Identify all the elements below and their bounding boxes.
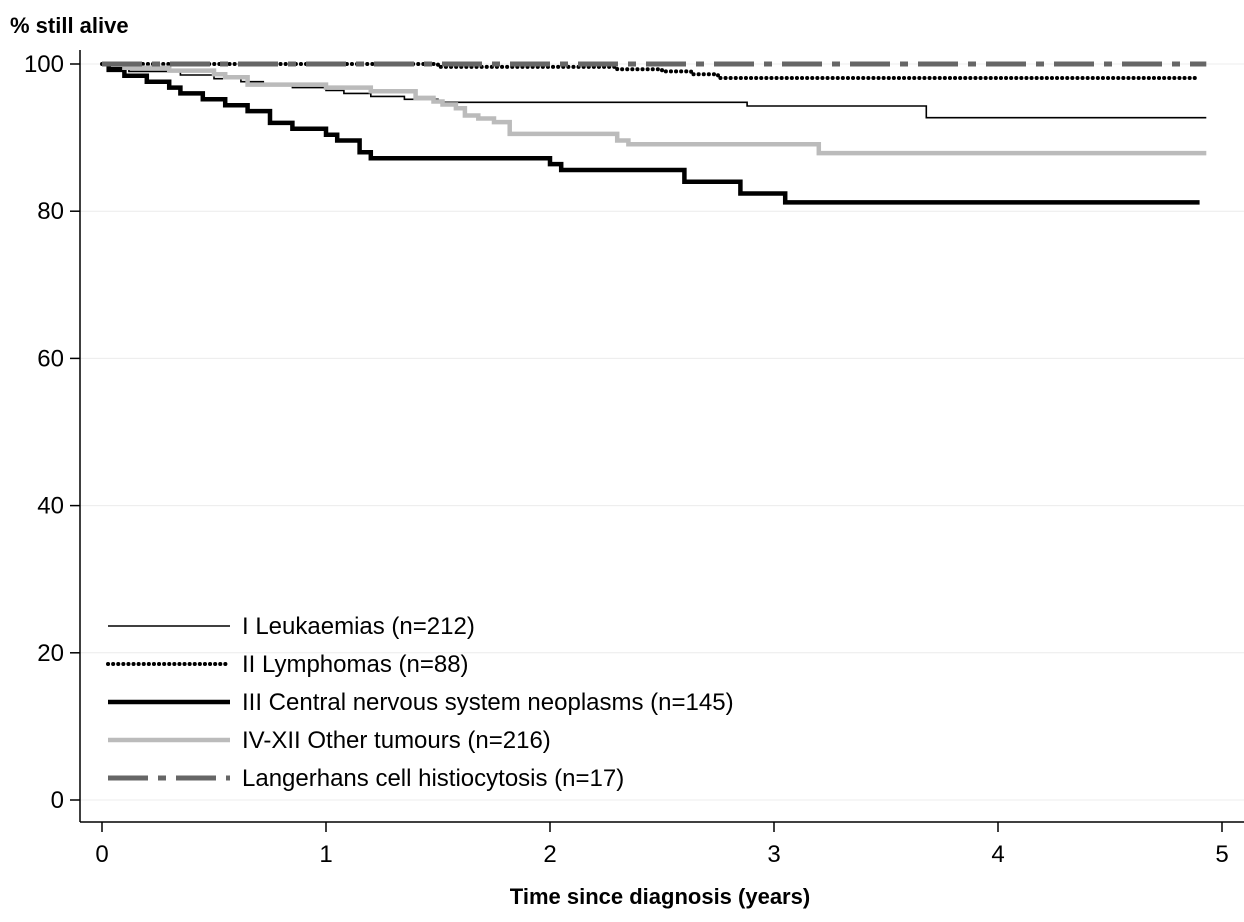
y-tick-label: 60 bbox=[37, 345, 64, 372]
legend: I Leukaemias (n=212) II Lymphomas (n=88) I… bbox=[106, 613, 734, 792]
y-tick-label: 40 bbox=[37, 493, 64, 520]
x-tick-label: 5 bbox=[1215, 841, 1228, 868]
x-tick-label: 1 bbox=[319, 841, 332, 868]
series-line-2 bbox=[100, 62, 1202, 80]
legend-label-1: I Leukaemias (n=212) bbox=[242, 613, 475, 640]
y-axis-title: % still alive bbox=[10, 13, 129, 38]
x-tick-label: 0 bbox=[95, 841, 108, 868]
x-tick-label: 3 bbox=[767, 841, 780, 868]
ticks: 0 20 40 60 80 100 0 1 2 3 4 5 bbox=[24, 51, 1229, 868]
x-axis-title: Time since diagnosis (years) bbox=[510, 884, 810, 909]
legend-label-4: IV-XII Other tumours (n=216) bbox=[242, 727, 551, 754]
legend-label-5: Langerhans cell histiocytosis (n=17) bbox=[242, 765, 624, 792]
series-line-4 bbox=[102, 61, 1207, 156]
legend-label-3: III Central nervous system neoplasms (n=… bbox=[242, 689, 734, 716]
y-tick-label: 100 bbox=[24, 51, 64, 78]
axes bbox=[79, 50, 1244, 823]
series-line-3 bbox=[102, 61, 1200, 205]
y-tick-label: 0 bbox=[51, 787, 64, 814]
legend-label-2: II Lymphomas (n=88) bbox=[242, 651, 469, 678]
y-tick-label: 20 bbox=[37, 640, 64, 667]
x-tick-label: 4 bbox=[991, 841, 1004, 868]
x-tick-label: 2 bbox=[543, 841, 556, 868]
y-tick-label: 80 bbox=[37, 198, 64, 225]
series bbox=[100, 61, 1207, 205]
